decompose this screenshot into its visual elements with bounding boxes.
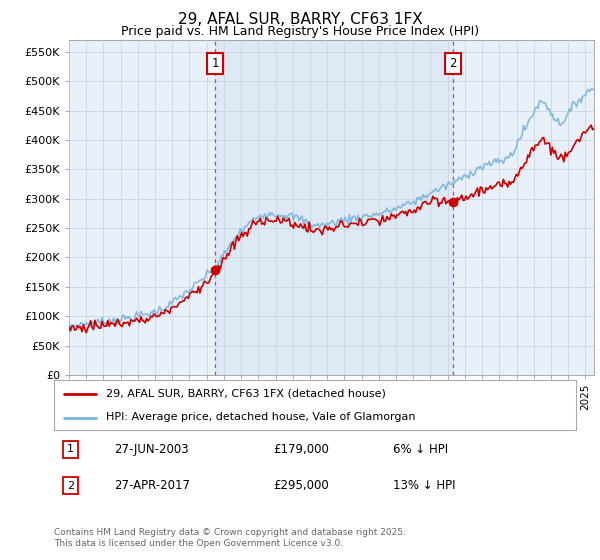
Text: 13% ↓ HPI: 13% ↓ HPI [394,479,456,492]
Text: 2: 2 [449,57,457,70]
Text: 1: 1 [211,57,219,70]
Text: Contains HM Land Registry data © Crown copyright and database right 2025.
This d: Contains HM Land Registry data © Crown c… [54,528,406,548]
Text: 2: 2 [67,480,74,491]
Text: 27-APR-2017: 27-APR-2017 [114,479,190,492]
Text: £295,000: £295,000 [273,479,329,492]
Text: 29, AFAL SUR, BARRY, CF63 1FX (detached house): 29, AFAL SUR, BARRY, CF63 1FX (detached … [106,389,386,399]
Bar [215,40,453,375]
Text: 27-JUN-2003: 27-JUN-2003 [114,443,188,456]
Text: Price paid vs. HM Land Registry's House Price Index (HPI): Price paid vs. HM Land Registry's House … [121,25,479,38]
Text: HPI: Average price, detached house, Vale of Glamorgan: HPI: Average price, detached house, Vale… [106,413,416,422]
Text: 1: 1 [67,444,74,454]
Text: 6% ↓ HPI: 6% ↓ HPI [394,443,448,456]
Text: 29, AFAL SUR, BARRY, CF63 1FX: 29, AFAL SUR, BARRY, CF63 1FX [178,12,422,27]
Text: £179,000: £179,000 [273,443,329,456]
